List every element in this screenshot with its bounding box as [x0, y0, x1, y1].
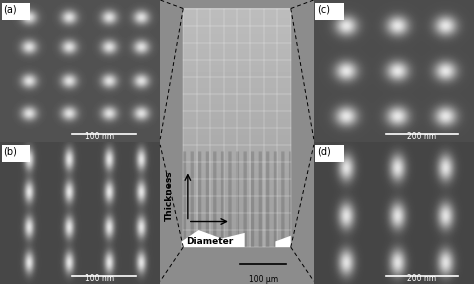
Text: (a): (a)	[3, 4, 17, 14]
Text: 200 nm: 200 nm	[407, 273, 436, 283]
Polygon shape	[275, 236, 291, 247]
FancyBboxPatch shape	[1, 145, 30, 162]
Text: Thickness: Thickness	[165, 171, 174, 221]
Polygon shape	[182, 230, 245, 247]
FancyBboxPatch shape	[1, 3, 30, 20]
Text: (b): (b)	[3, 146, 17, 156]
Text: 100 nm: 100 nm	[85, 273, 114, 283]
FancyBboxPatch shape	[315, 145, 344, 162]
Text: (c): (c)	[317, 4, 330, 14]
Text: 200 nm: 200 nm	[407, 131, 436, 141]
FancyBboxPatch shape	[315, 3, 344, 20]
Text: 100 nm: 100 nm	[85, 131, 114, 141]
Text: (d): (d)	[317, 146, 331, 156]
Text: Diameter: Diameter	[186, 237, 233, 246]
Text: 100 μm: 100 μm	[248, 275, 278, 284]
